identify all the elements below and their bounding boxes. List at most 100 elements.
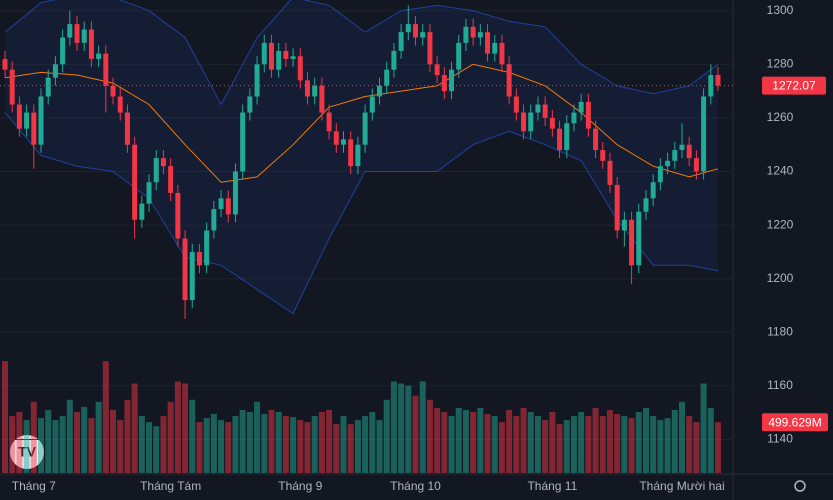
volume-bar bbox=[405, 385, 412, 473]
candle-body bbox=[52, 64, 58, 78]
volume-bar bbox=[225, 422, 232, 473]
volume-bar bbox=[614, 414, 621, 473]
volume-bar bbox=[592, 407, 599, 473]
volume-bar bbox=[441, 411, 448, 473]
volume-bar bbox=[23, 420, 30, 473]
candle-body bbox=[600, 150, 606, 161]
volume-bar bbox=[686, 416, 693, 473]
volume-bar bbox=[549, 411, 556, 473]
volume-bar bbox=[563, 420, 570, 473]
candle-body bbox=[297, 56, 303, 81]
candle-body bbox=[146, 182, 152, 204]
volume-bar bbox=[210, 414, 217, 473]
volume-bar bbox=[311, 416, 318, 473]
candle-body bbox=[96, 53, 102, 59]
candle-body bbox=[132, 144, 138, 220]
candle-body bbox=[405, 24, 411, 33]
volume-bar bbox=[110, 409, 117, 473]
candle-body bbox=[31, 112, 37, 145]
y-tick-label: 1300 bbox=[767, 3, 794, 17]
volume-bar bbox=[419, 381, 426, 473]
volume-bar bbox=[246, 411, 253, 473]
candle-body bbox=[557, 128, 563, 151]
y-tick-label: 1220 bbox=[767, 217, 794, 231]
volume-bar bbox=[347, 424, 354, 473]
candle-body bbox=[499, 42, 505, 65]
volume-bar bbox=[102, 361, 109, 473]
candle-body bbox=[593, 128, 599, 151]
volume-bar bbox=[520, 407, 527, 473]
candle-body bbox=[189, 251, 195, 301]
volume-bar bbox=[354, 420, 361, 473]
candle-body bbox=[542, 104, 548, 118]
volume-bar bbox=[318, 411, 325, 473]
volume-bar bbox=[153, 426, 160, 473]
candle-body bbox=[413, 24, 419, 38]
volume-bar bbox=[189, 399, 196, 473]
volume-bar bbox=[297, 420, 304, 473]
candle-body bbox=[362, 112, 368, 145]
volume-bar bbox=[462, 409, 469, 473]
volume-bar bbox=[642, 407, 649, 473]
volume-bar bbox=[513, 416, 520, 473]
candle-body bbox=[578, 101, 584, 113]
band-lower bbox=[4, 112, 719, 315]
candle-body bbox=[441, 75, 447, 92]
candle-body bbox=[449, 69, 455, 92]
x-tick-label: Tháng 9 bbox=[278, 479, 322, 493]
band-middle bbox=[4, 63, 719, 183]
candle-body bbox=[2, 58, 8, 70]
candle-body bbox=[16, 104, 22, 129]
volume-bar bbox=[376, 420, 383, 473]
y-tick-label: 1140 bbox=[767, 432, 793, 446]
candle-body bbox=[377, 85, 383, 97]
candle-body bbox=[629, 219, 635, 266]
candle-body bbox=[571, 112, 577, 124]
candle-body bbox=[650, 182, 656, 199]
candle-body bbox=[535, 104, 541, 113]
candle-body bbox=[506, 64, 512, 97]
band-upper bbox=[4, 0, 719, 106]
candle-body bbox=[340, 139, 346, 145]
volume-bar bbox=[38, 418, 45, 473]
volume-bar bbox=[700, 383, 707, 473]
volume-bar bbox=[203, 418, 210, 473]
volume-bar bbox=[506, 409, 513, 473]
volume-bar bbox=[254, 401, 261, 473]
volume-bar bbox=[81, 406, 88, 473]
candle-body bbox=[665, 160, 671, 167]
candle-body bbox=[45, 77, 51, 97]
volume-bar bbox=[340, 416, 347, 473]
candle-body bbox=[485, 32, 491, 54]
candle-body bbox=[355, 144, 361, 167]
volume-bar bbox=[160, 416, 167, 473]
candle-body bbox=[124, 112, 130, 145]
candle-body bbox=[427, 32, 433, 65]
volume-bar bbox=[606, 409, 613, 473]
volume-label-box bbox=[762, 413, 828, 432]
volume-bar bbox=[326, 409, 333, 473]
candle-body bbox=[38, 96, 44, 145]
candle-body bbox=[614, 184, 620, 231]
volume-bar bbox=[30, 401, 37, 473]
volume-bar bbox=[167, 401, 174, 473]
candle-body bbox=[686, 144, 692, 159]
candle-body bbox=[312, 85, 318, 97]
candle-body bbox=[88, 29, 94, 59]
volume-bar bbox=[585, 416, 592, 473]
settings-icon[interactable] bbox=[794, 480, 806, 492]
candle-body bbox=[139, 203, 145, 220]
volume-bar bbox=[362, 416, 369, 473]
candle-body bbox=[715, 75, 721, 86]
candle-body bbox=[81, 29, 87, 43]
candle-body bbox=[492, 42, 498, 54]
volume-bar bbox=[491, 416, 498, 473]
volume-bar bbox=[542, 420, 549, 473]
x-tick-label: Tháng Tám bbox=[140, 479, 201, 493]
volume-bar bbox=[95, 401, 102, 473]
candle-body bbox=[701, 96, 707, 172]
volume-bar bbox=[74, 411, 81, 473]
last-price-label: 1272.07 bbox=[772, 79, 816, 93]
candle-body bbox=[477, 32, 483, 38]
